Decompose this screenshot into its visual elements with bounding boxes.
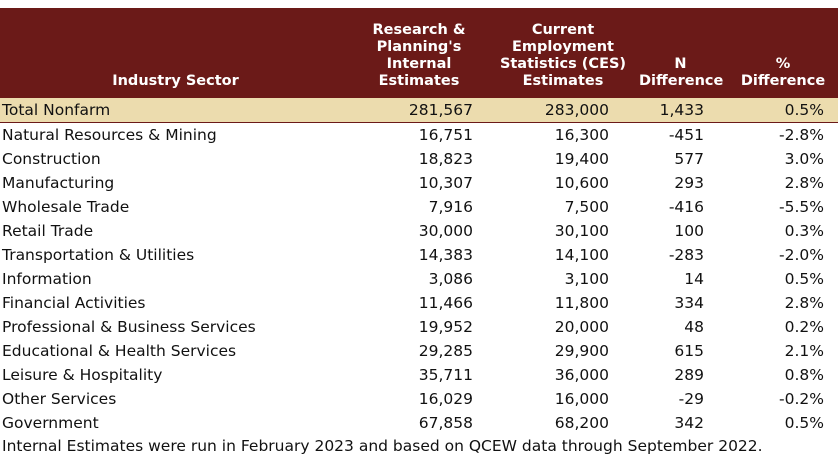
cell-percent-difference: 0.5% bbox=[728, 97, 838, 123]
header-percent-difference: % Difference bbox=[728, 8, 838, 98]
table-header: Industry Sector Research & Planning's In… bbox=[0, 8, 838, 98]
cell-sector: Transportation & Utilities bbox=[2, 246, 195, 264]
cell-n-difference: 293 bbox=[674, 174, 704, 192]
cell-ces-estimate: 30,100 bbox=[554, 222, 609, 240]
cell-percent-difference: 2.8% bbox=[784, 174, 824, 192]
cell-percent-difference: -5.5% bbox=[779, 198, 824, 216]
cell-sector: Construction bbox=[2, 150, 101, 168]
cell-ces-estimate: 36,000 bbox=[554, 366, 609, 384]
cell-internal-estimate: 3,086 bbox=[428, 270, 473, 288]
employment-estimates-table: Industry Sector Research & Planning's In… bbox=[0, 8, 838, 435]
footnote: Internal Estimates were run in February … bbox=[2, 437, 763, 455]
table-row: Educational & Health Services 29,285 29,90… bbox=[0, 339, 838, 363]
total-nonfarm-row: Total Nonfarm 281,567 283,000 1,433 0.5% bbox=[0, 97, 838, 123]
cell-percent-difference: 0.5% bbox=[784, 270, 824, 288]
cell-sector: Professional & Business Services bbox=[2, 318, 256, 336]
cell-internal-estimate: 29,285 bbox=[418, 342, 473, 360]
cell-ces-estimate: 283,000 bbox=[493, 97, 633, 123]
cell-internal-estimate: 7,916 bbox=[428, 198, 473, 216]
cell-n-difference: 577 bbox=[674, 150, 704, 168]
cell-internal-estimate: 19,952 bbox=[418, 318, 473, 336]
cell-sector: Other Services bbox=[2, 390, 117, 408]
cell-percent-difference: 0.5% bbox=[784, 414, 824, 432]
cell-percent-difference: 0.2% bbox=[784, 318, 824, 336]
cell-sector: Financial Activities bbox=[2, 294, 146, 312]
cell-percent-difference: -0.2% bbox=[779, 390, 824, 408]
cell-sector: Total Nonfarm bbox=[0, 97, 345, 123]
header-internal-estimates: Research & Planning's Internal Estimates bbox=[345, 8, 493, 98]
table-row: Information 3,086 3,100 14 0.5% bbox=[0, 267, 838, 291]
cell-ces-estimate: 11,800 bbox=[554, 294, 609, 312]
table-row: Natural Resources & Mining 16,751 16,300 -4… bbox=[0, 123, 838, 148]
cell-n-difference: 1,433 bbox=[633, 97, 728, 123]
cell-internal-estimate: 35,711 bbox=[418, 366, 473, 384]
cell-sector: Government bbox=[2, 414, 99, 432]
cell-n-difference: 334 bbox=[674, 294, 704, 312]
table-row: Government 67,858 68,200 342 0.5% bbox=[0, 411, 838, 435]
cell-n-difference: 342 bbox=[674, 414, 704, 432]
cell-percent-difference: 2.1% bbox=[784, 342, 824, 360]
cell-n-difference: 48 bbox=[684, 318, 704, 336]
cell-percent-difference: 2.8% bbox=[784, 294, 824, 312]
cell-n-difference: 289 bbox=[674, 366, 704, 384]
cell-percent-difference: 3.0% bbox=[784, 150, 824, 168]
cell-ces-estimate: 14,100 bbox=[554, 246, 609, 264]
cell-n-difference: -29 bbox=[678, 390, 704, 408]
table-row: Wholesale Trade 7,916 7,500 -416 -5.5% bbox=[0, 195, 838, 219]
header-industry-sector: Industry Sector bbox=[0, 8, 345, 98]
cell-sector: Educational & Health Services bbox=[2, 342, 237, 360]
cell-sector: Information bbox=[2, 270, 92, 288]
cell-percent-difference: 0.8% bbox=[784, 366, 824, 384]
cell-ces-estimate: 16,000 bbox=[554, 390, 609, 408]
cell-ces-estimate: 10,600 bbox=[554, 174, 609, 192]
cell-n-difference: 100 bbox=[674, 222, 704, 240]
cell-ces-estimate: 3,100 bbox=[564, 270, 609, 288]
table-row: Construction 18,823 19,400 577 3.0% bbox=[0, 147, 838, 171]
cell-n-difference: -451 bbox=[668, 126, 704, 144]
cell-internal-estimate: 30,000 bbox=[418, 222, 473, 240]
cell-n-difference: -416 bbox=[668, 198, 704, 216]
table-row: Leisure & Hospitality 35,711 36,000 289 0.8% bbox=[0, 363, 838, 387]
cell-internal-estimate: 11,466 bbox=[418, 294, 473, 312]
cell-sector: Manufacturing bbox=[2, 174, 115, 192]
table-row: Financial Activities 11,466 11,800 334 2.8% bbox=[0, 291, 838, 315]
header-n-difference: N Difference bbox=[633, 8, 728, 98]
cell-n-difference: 14 bbox=[684, 270, 704, 288]
cell-internal-estimate: 16,751 bbox=[418, 126, 473, 144]
table-row: Other Services 16,029 16,000 -29 -0.2% bbox=[0, 387, 838, 411]
cell-ces-estimate: 7,500 bbox=[564, 198, 609, 216]
cell-internal-estimate: 67,858 bbox=[418, 414, 473, 432]
cell-internal-estimate: 14,383 bbox=[418, 246, 473, 264]
cell-ces-estimate: 68,200 bbox=[554, 414, 609, 432]
cell-internal-estimate: 18,823 bbox=[418, 150, 473, 168]
cell-sector: Retail Trade bbox=[2, 222, 94, 240]
header-ces-estimates: Current Employment Statistics (CES) Esti… bbox=[493, 8, 633, 98]
cell-n-difference: -283 bbox=[668, 246, 704, 264]
table-row: Professional & Business Services 19,952 20… bbox=[0, 315, 838, 339]
cell-ces-estimate: 19,400 bbox=[554, 150, 609, 168]
employment-estimates-table-container: Industry Sector Research & Planning's In… bbox=[0, 8, 838, 435]
header-row: Industry Sector Research & Planning's In… bbox=[0, 8, 838, 98]
cell-internal-estimate: 10,307 bbox=[418, 174, 473, 192]
cell-sector: Wholesale Trade bbox=[2, 198, 130, 216]
cell-percent-difference: -2.8% bbox=[779, 126, 824, 144]
cell-percent-difference: -2.0% bbox=[779, 246, 824, 264]
cell-ces-estimate: 20,000 bbox=[554, 318, 609, 336]
table-row: Retail Trade 30,000 30,100 100 0.3% bbox=[0, 219, 838, 243]
table-body: Total Nonfarm 281,567 283,000 1,433 0.5% Natu… bbox=[0, 97, 838, 436]
cell-sector: Leisure & Hospitality bbox=[2, 366, 163, 384]
cell-ces-estimate: 16,300 bbox=[554, 126, 609, 144]
cell-internal-estimate: 281,567 bbox=[345, 97, 493, 123]
table-row: Transportation & Utilities 14,383 14,100 -2… bbox=[0, 243, 838, 267]
cell-percent-difference: 0.3% bbox=[784, 222, 824, 240]
cell-internal-estimate: 16,029 bbox=[418, 390, 473, 408]
cell-n-difference: 615 bbox=[674, 342, 704, 360]
cell-ces-estimate: 29,900 bbox=[554, 342, 609, 360]
cell-sector: Natural Resources & Mining bbox=[2, 126, 217, 144]
table-row: Manufacturing 10,307 10,600 293 2.8% bbox=[0, 171, 838, 195]
